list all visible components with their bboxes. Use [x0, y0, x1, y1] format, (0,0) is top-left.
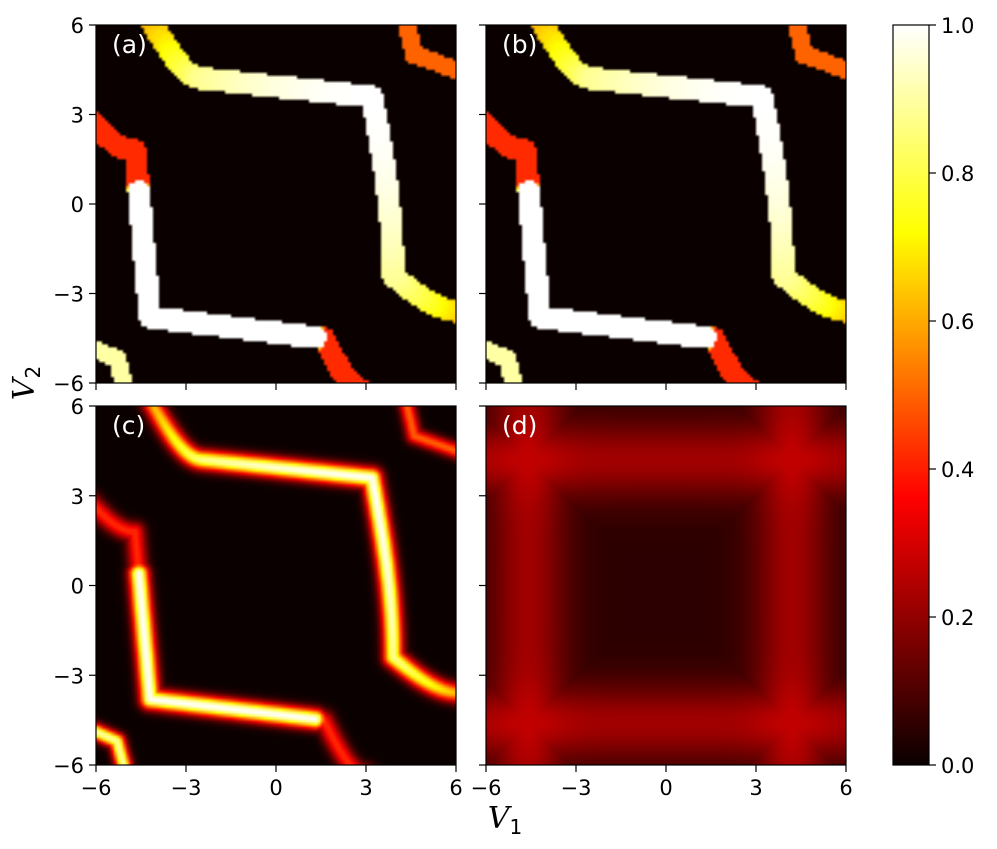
x-tick-label: −6 [81, 776, 112, 800]
y-axis-label-sub: 2 [21, 366, 45, 379]
colorbar-tick-label: 1.0 [941, 14, 974, 38]
y-tick-label: −3 [53, 664, 84, 688]
colorbar-gradient [892, 24, 930, 766]
x-tick-label: −3 [561, 776, 592, 800]
y-tick-label: 3 [71, 485, 84, 509]
x-tick-label: −6 [471, 776, 502, 800]
y-tick-label: 6 [71, 14, 84, 38]
y-axis-label-main: V [7, 375, 42, 400]
panel-label: (b) [502, 30, 537, 59]
y-tick-label: 0 [71, 575, 84, 599]
panel-label: (c) [112, 411, 145, 440]
panel-2: (b) [479, 24, 847, 390]
colorbar-tick-label: 0.6 [941, 310, 974, 334]
heatmap-image [96, 406, 456, 765]
x-axis-label-main: V [488, 801, 513, 836]
panel-label: (a) [112, 30, 147, 59]
x-tick-label: 0 [269, 776, 282, 800]
colorbar-ticks: 0.0 0.2 0.4 0.6 0.8 1.0 [929, 14, 974, 778]
heatmap-image [486, 406, 846, 765]
x-tick-label: 0 [659, 776, 672, 800]
y-axis-label: V2 [7, 366, 45, 400]
y-tick-label: −3 [53, 283, 84, 307]
x-axis-label-sub: 1 [509, 815, 522, 839]
x-tick-label: −3 [171, 776, 202, 800]
panel-label: (d) [502, 411, 537, 440]
panel-1: 6 3 0 −3 −6 (a) [53, 14, 457, 396]
colorbar-tick-label: 0.0 [941, 754, 974, 778]
heatmap-image [486, 25, 846, 383]
x-axis-label: V1 [488, 801, 522, 839]
panel-4: −6 −3 0 3 6 (d) [471, 405, 853, 800]
y-tick-label: 6 [71, 395, 84, 419]
y-tick-label: 0 [71, 193, 84, 217]
x-tick-label: 3 [749, 776, 762, 800]
x-tick-label: 6 [449, 776, 462, 800]
y-tick-label: 3 [71, 104, 84, 128]
x-tick-label: 6 [839, 776, 852, 800]
panel-3: −6 −3 0 3 6 6 3 0 −3 −6 (c) [53, 395, 463, 800]
y-tick-label: −6 [53, 754, 84, 778]
colorbar-tick-label: 0.8 [941, 162, 974, 186]
panels: 6 3 0 −3 −6 (a) (b) −6 −3 0 3 6 6 3 0 −3 −6 (c) −6 −3 0 3 6 (d) [53, 14, 853, 800]
heatmap-image [96, 25, 456, 383]
colorbar: 0.0 0.2 0.4 0.6 0.8 1.0 [892, 14, 974, 778]
colorbar-tick-label: 0.4 [941, 458, 974, 482]
x-tick-label: 3 [359, 776, 372, 800]
colorbar-tick-label: 0.2 [941, 606, 974, 630]
y-tick-label: −6 [53, 372, 84, 396]
